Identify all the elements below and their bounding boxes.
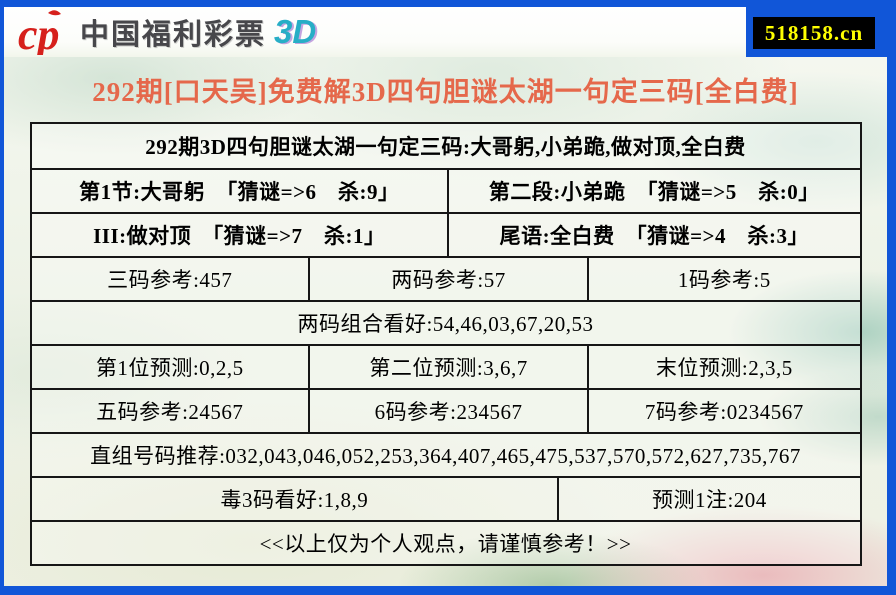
table-row: 两码组合看好:54,46,03,67,20,53 — [31, 300, 860, 344]
three-code-ref-cell: 三码参考:457 — [107, 268, 233, 292]
site-url-badge[interactable]: 518158.cn — [753, 17, 875, 49]
table-row: 三码参考:457 两码参考:57 1码参考:5 — [31, 256, 860, 300]
table-row: 292期3D四句胆谜太湖一句定三码:大哥躬,小弟跪,做对顶,全白费 — [32, 124, 860, 168]
two-code-ref-cell: 两码参考:57 — [308, 258, 587, 300]
verse-3-cell: III:做对顶 「猜谜=>7 杀:1」 — [93, 224, 386, 248]
table-row: 第1位预测:0,2,5 第二位预测:3,6,7 末位预测:2,3,5 — [31, 344, 860, 388]
verse-4-cell: 尾语:全白费 「猜谜=>4 杀:3」 — [447, 214, 859, 256]
page-title: 292期[口天吴]免费解3D四句胆谜太湖一句定三码[全白费] — [92, 77, 799, 107]
five-code-ref-cell: 五码参考:24567 — [96, 400, 244, 424]
svg-text:cp: cp — [18, 10, 60, 55]
corner-block: 518158.cn — [746, 7, 887, 57]
table-row: III:做对顶 「猜谜=>7 杀:1」 尾语:全白费 「猜谜=>4 杀:3」 — [31, 212, 860, 256]
table-row: <<以上仅为个人观点，请谨慎参考！>> — [31, 520, 860, 564]
last-digit-cell: 末位预测:2,3,5 — [587, 346, 859, 388]
table-row: 第1节:大哥躬 「猜谜=>6 杀:9」 第二段:小弟跪 「猜谜=>5 杀:0」 — [31, 168, 860, 212]
disclaimer-cell: <<以上仅为个人观点，请谨慎参考！>> — [259, 532, 632, 556]
main-content: 292期[口天吴]免费解3D四句胆谜太湖一句定三码[全白费] 292期3D四句胆… — [4, 57, 887, 586]
site-header: cp 中国福利彩票 3D 518158.cn — [4, 7, 887, 57]
six-code-ref-cell: 6码参考:234567 — [308, 390, 587, 432]
two-code-combo-cell: 两码组合看好:54,46,03,67,20,53 — [297, 312, 594, 336]
verse-1-cell: 第1节:大哥躬 「猜谜=>6 杀:9」 — [79, 180, 400, 204]
brand-3d-label: 3D — [274, 13, 317, 50]
table-row: 五码参考:24567 6码参考:234567 7码参考:0234567 — [31, 388, 860, 432]
single-bet-cell: 预测1注:204 — [557, 478, 859, 520]
table-row: 直组号码推荐:032,043,046,052,253,364,407,465,4… — [31, 432, 860, 476]
seven-code-ref-cell: 7码参考:0234567 — [587, 390, 859, 432]
riddle-table: 292期3D四句胆谜太湖一句定三码:大哥躬,小弟跪,做对顶,全白费 第1节:大哥… — [29, 122, 862, 566]
second-digit-cell: 第二位预测:3,6,7 — [308, 346, 587, 388]
verse-2-cell: 第二段:小弟跪 「猜谜=>5 杀:0」 — [447, 170, 859, 212]
riddle-summary-cell: 292期3D四句胆谜太湖一句定三码:大哥躬,小弟跪,做对顶,全白费 — [145, 135, 746, 159]
direct-group-numbers-cell: 直组号码推荐:032,043,046,052,253,364,407,465,4… — [90, 444, 801, 468]
one-code-ref-cell: 1码参考:5 — [587, 258, 859, 300]
first-digit-cell: 第1位预测:0,2,5 — [95, 356, 244, 380]
china-welfare-lottery-logo: cp — [18, 10, 61, 55]
table-row: 毒3码看好:1,8,9 预测1注:204 — [31, 476, 860, 520]
brand-title: 中国福利彩票 — [80, 19, 267, 51]
poison-codes-cell: 毒3码看好:1,8,9 — [220, 488, 369, 512]
